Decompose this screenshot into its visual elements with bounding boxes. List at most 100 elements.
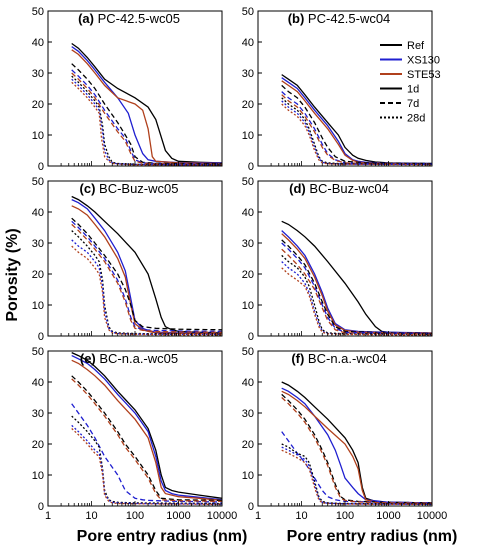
y-tick-label: 50 [242, 176, 254, 188]
series-ref-7d [71, 217, 223, 331]
y-tick-label: 30 [242, 408, 254, 420]
series-ste53-1d [71, 359, 223, 502]
series-ste53-28d [281, 267, 432, 336]
legend-label-1d: 1d [407, 84, 419, 96]
y-tick-label: 30 [32, 408, 44, 420]
y-tick-label: 0 [248, 161, 254, 173]
panel-tag: (e) [80, 351, 96, 366]
y-tick-label: 50 [32, 346, 44, 358]
panel-tag: (b) [288, 11, 305, 26]
series-xs130-7d [71, 403, 223, 503]
x-tick-label: 1000 [376, 510, 400, 522]
x-tick-label: 10 [85, 510, 97, 522]
y-tick-label: 0 [38, 501, 44, 513]
legend-label-xs130: XS130 [407, 55, 440, 67]
series-ste53-28d [71, 81, 222, 166]
series-ref-1d [281, 220, 433, 334]
panel-title: (f) BC-n.a.-wc04 [291, 351, 386, 366]
legend-label-28d: 28d [407, 113, 425, 125]
y-tick-label: 0 [248, 501, 254, 513]
panel-4: 0 10 20 30 40 50 (d) BC-Buz-wc04 [242, 176, 433, 343]
series-ste53-1d [281, 233, 433, 334]
x-tick-label: 10000 [207, 510, 238, 522]
series-ref-28d [281, 443, 433, 505]
y-tick-label: 40 [242, 377, 254, 389]
series-xs130-1d [71, 355, 223, 501]
y-tick-label: 20 [242, 439, 254, 451]
x-axis-label: Pore entry radius (nm) [77, 528, 248, 545]
series-xs130-7d [71, 69, 223, 165]
x-tick-label: 10000 [417, 510, 448, 522]
series-ste53-1d [71, 205, 223, 335]
panel-name: BC-n.a.-wc05 [96, 351, 178, 366]
panel-tag: (c) [80, 181, 96, 196]
panel-tag: (a) [78, 11, 94, 26]
y-axis-label: Porosity (%) [4, 228, 21, 321]
series-ref-1d [281, 74, 433, 165]
panel-name: BC-n.a.-wc04 [304, 351, 386, 366]
panel-name: PC-42.5-wc04 [304, 11, 390, 26]
series-ref-7d [71, 63, 223, 165]
series-xs130-7d [281, 242, 433, 335]
plot-frame [47, 180, 223, 337]
panel-name: PC-42.5-wc05 [94, 11, 180, 26]
x-tick-label: 1 [45, 510, 51, 522]
legend: Ref XS130 STE53 1d 7d 28d [380, 40, 441, 125]
series-ref-28d [281, 97, 433, 166]
legend-label-7d: 7d [407, 98, 419, 110]
y-tick-label: 10 [242, 470, 254, 482]
panel-2: 0 10 20 30 40 50 (b) PC-42.5-wc04 [242, 6, 433, 173]
series-ref-1d [71, 352, 223, 499]
y-tick-label: 50 [242, 6, 254, 18]
series-ref-7d [281, 393, 433, 504]
series-xs130-7d [71, 220, 223, 333]
panel-name: BC-Buz-wc04 [306, 181, 389, 196]
y-tick-label: 10 [32, 470, 44, 482]
y-tick-label: 0 [248, 331, 254, 343]
y-tick-label: 10 [242, 130, 254, 142]
panel-tag: (f) [291, 351, 304, 366]
series-ste53-7d [71, 223, 223, 333]
series-ref-28d [281, 254, 433, 336]
series-ste53-28d [281, 449, 432, 506]
series-ref-7d [281, 84, 433, 165]
x-tick-label: 100 [336, 510, 354, 522]
series-ref-1d [281, 381, 433, 504]
plot-frame [257, 350, 433, 507]
series-xs130-1d [71, 46, 223, 164]
y-tick-label: 30 [242, 68, 254, 80]
series-xs130-28d [281, 446, 433, 506]
y-tick-label: 20 [32, 99, 44, 111]
series-ref-7d [71, 375, 223, 502]
panel-6: 0 10 20 30 40 50 1 10 100 1000 10000 (f) BC-n.a.-wc… [242, 346, 448, 522]
series-ste53-28d [71, 245, 222, 336]
y-tick-label: 10 [242, 300, 254, 312]
panel-1: 0 10 20 30 40 50 (a) PC-42.5-wc05 [32, 6, 223, 173]
plot-frame [257, 180, 433, 337]
y-tick-label: 30 [32, 238, 44, 250]
series-xs130-28d [281, 100, 432, 166]
panel-title: (c) BC-Buz-wc05 [80, 181, 179, 196]
series-ref-1d [71, 195, 223, 334]
series-ste53-1d [281, 390, 433, 505]
series-ref-7d [281, 239, 433, 335]
y-tick-label: 0 [38, 331, 44, 343]
y-tick-label: 10 [32, 300, 44, 312]
panel-name: BC-Buz-wc05 [95, 181, 178, 196]
panel-3: 0 10 20 30 40 50 (c) BC-Buz-wc05 [32, 176, 223, 343]
y-tick-label: 20 [242, 269, 254, 281]
y-tick-label: 40 [32, 207, 44, 219]
panel-title: (b) PC-42.5-wc04 [288, 11, 391, 26]
y-tick-label: 10 [32, 130, 44, 142]
panel-title: (a) PC-42.5-wc05 [78, 11, 180, 26]
y-tick-label: 40 [32, 37, 44, 49]
series-ste53-7d [281, 248, 433, 335]
x-tick-label: 10 [295, 510, 307, 522]
x-tick-label: 1 [255, 510, 261, 522]
series-ste53-7d [281, 397, 433, 504]
plot-frame [47, 350, 223, 507]
panel-title: (e) BC-n.a.-wc05 [80, 351, 178, 366]
y-tick-label: 40 [242, 207, 254, 219]
